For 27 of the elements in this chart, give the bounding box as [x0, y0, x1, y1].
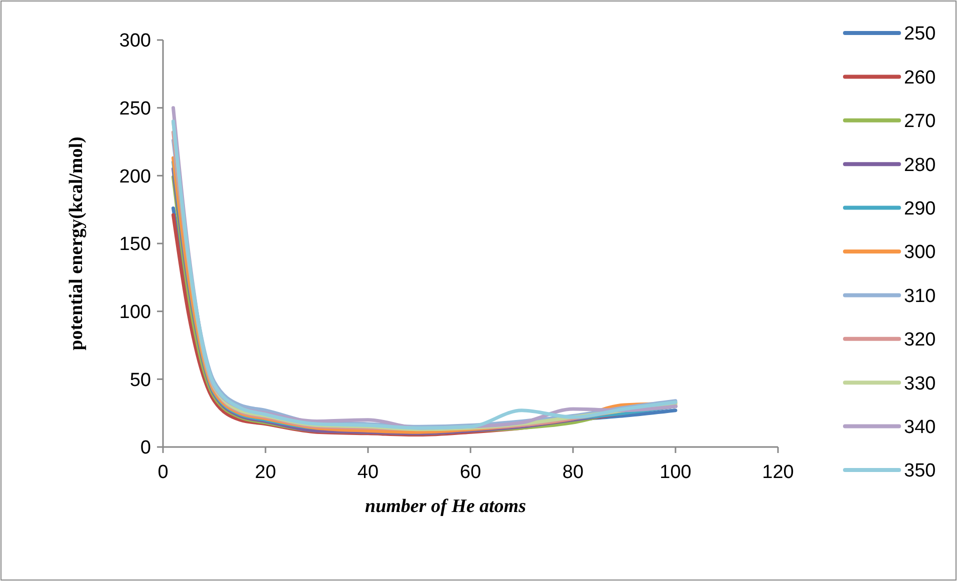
legend-label: 270 [904, 111, 936, 132]
legend-label: 310 [904, 286, 936, 307]
legend-label: 260 [904, 67, 936, 88]
legend-label: 330 [904, 373, 936, 394]
y-tick-label: 50 [130, 370, 151, 391]
y-tick-label: 300 [119, 30, 151, 52]
legend-label: 300 [904, 242, 936, 264]
legend-label: 340 [904, 416, 936, 438]
y-tick-label: 150 [119, 234, 151, 256]
y-tick-label: 200 [119, 166, 151, 188]
legend-label: 280 [904, 154, 936, 176]
y-tick-label: 0 [140, 438, 151, 459]
y-tick-label: 100 [119, 302, 151, 323]
x-tick-label: 80 [562, 462, 584, 483]
x-axis-title: number of He atoms [365, 496, 526, 517]
y-axis-title: potential energy(kcal/mol) [66, 136, 87, 350]
legend-label: 290 [904, 198, 936, 220]
x-tick-label: 0 [158, 462, 168, 483]
x-tick-label: 20 [254, 462, 276, 483]
x-tick-label: 40 [357, 462, 379, 483]
x-tick-label: 120 [762, 462, 794, 483]
legend-label: 320 [904, 330, 936, 351]
y-tick-label: 250 [119, 98, 151, 120]
x-tick-label: 100 [660, 462, 692, 483]
legend-label: 250 [904, 24, 936, 45]
legend-label: 350 [904, 460, 936, 482]
x-tick-label: 60 [460, 462, 482, 483]
